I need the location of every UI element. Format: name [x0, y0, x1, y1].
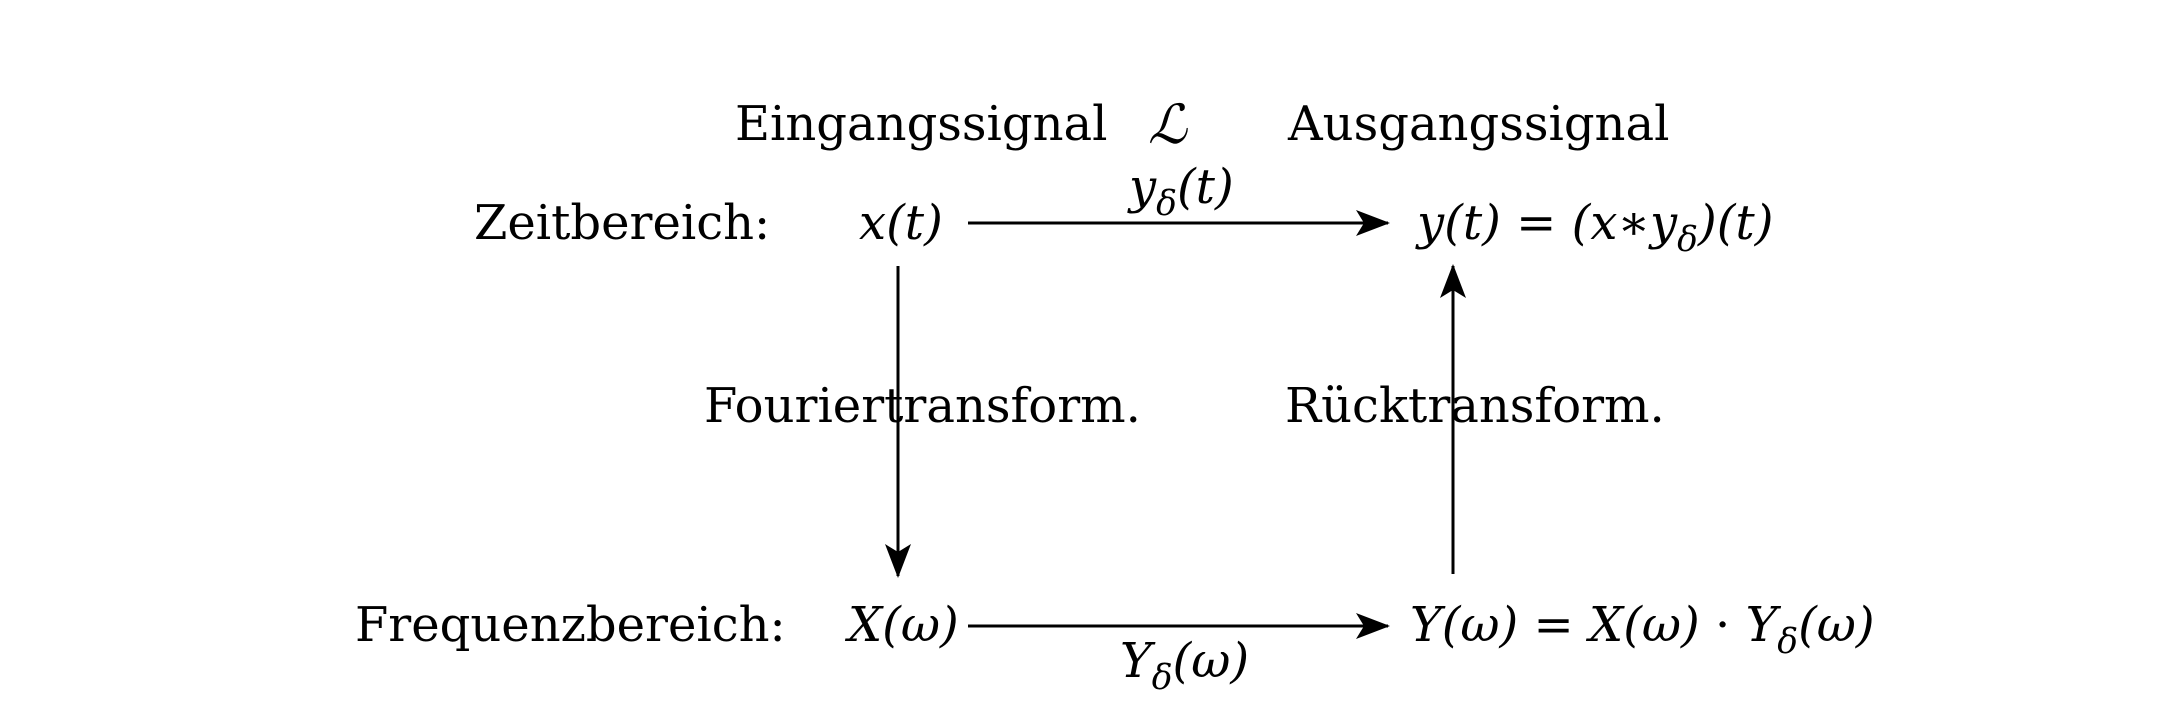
convolution-close: )(t): [1697, 195, 1774, 251]
Y-factor-argument: (ω): [1798, 597, 1875, 653]
y-argument: (t): [1444, 195, 1501, 251]
Y-factor-subscript: δ: [1777, 622, 1799, 663]
X-argument: (ω): [882, 597, 959, 653]
equals-sign: =: [1500, 195, 1572, 251]
output-frequency-signal: Y(ω) = X(ω) · Yδ(ω): [1410, 601, 1875, 660]
x-argument: (t): [886, 195, 943, 251]
impulse-response-argument: (t): [1176, 159, 1234, 215]
y-symbol: y: [1417, 195, 1445, 251]
transfer-function-symbol: Y: [1120, 633, 1152, 689]
transfer-function-subscript: δ: [1151, 658, 1173, 699]
convolution-subscript: δ: [1677, 220, 1698, 261]
Y-symbol: Y: [1410, 597, 1442, 653]
fourier-transform-label: Fouriertransform.: [704, 378, 1141, 434]
Y-factor-symbol: Y: [1745, 597, 1778, 653]
Y-argument: (ω): [1441, 597, 1519, 653]
inverse-transform-label: Rücktransform.: [1285, 378, 1665, 434]
transfer-function-label: Yδ(ω): [1120, 637, 1249, 696]
X-factor-symbol: X: [1589, 597, 1624, 653]
impulse-response-label: yδ(t): [1129, 163, 1234, 222]
equals-sign-freq: =: [1518, 597, 1590, 653]
frequency-domain-label: Frequenzbereich:: [355, 597, 786, 653]
convolution-open: (x∗y: [1571, 195, 1678, 251]
input-signal-header: Eingangssignal: [735, 96, 1108, 152]
impulse-response-subscript: δ: [1156, 184, 1177, 225]
time-domain-label: Zeitbereich:: [474, 195, 771, 251]
system-operator-symbol: ℒ: [1148, 93, 1187, 156]
multiply-dot: ·: [1699, 597, 1746, 653]
X-symbol: X: [848, 597, 883, 653]
input-time-signal: x(t): [859, 199, 943, 247]
transfer-function-argument: (ω): [1172, 633, 1250, 689]
output-time-signal: y(t) = (x∗yδ)(t): [1417, 199, 1773, 258]
impulse-response-symbol: y: [1129, 159, 1157, 215]
x-symbol: x: [859, 195, 887, 251]
input-frequency-signal: X(ω): [848, 601, 959, 649]
output-signal-header: Ausgangssignal: [1288, 96, 1670, 152]
X-factor-argument: (ω): [1623, 597, 1700, 653]
